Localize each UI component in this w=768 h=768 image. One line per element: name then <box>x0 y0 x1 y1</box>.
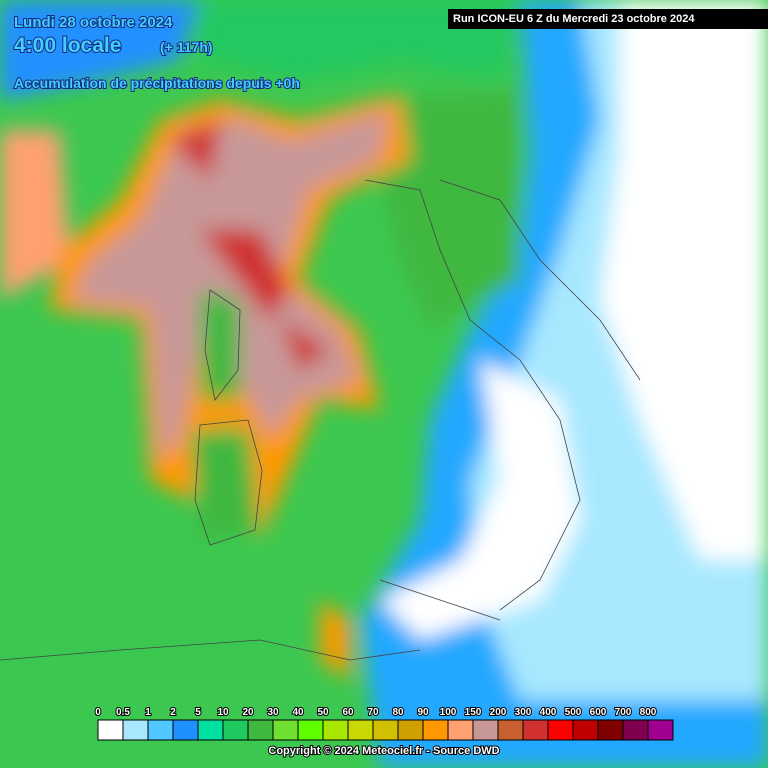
legend-swatch <box>522 719 549 741</box>
legend-label: 70 <box>367 707 379 718</box>
legend-label: 60 <box>342 707 354 718</box>
legend-swatch <box>322 719 349 741</box>
legend-label: 80 <box>392 707 404 718</box>
legend-swatch <box>172 719 199 741</box>
legend-label: 30 <box>267 707 279 718</box>
legend-label: 50 <box>317 707 329 718</box>
legend-label: 5 <box>195 707 201 718</box>
legend-swatch <box>122 719 149 741</box>
legend-label: 2 <box>170 707 176 718</box>
legend-swatch <box>472 719 499 741</box>
legend-swatch <box>447 719 474 741</box>
legend-label: 400 <box>540 707 557 718</box>
legend-label: 150 <box>465 707 482 718</box>
run-banner <box>448 9 768 29</box>
legend-swatch <box>422 719 449 741</box>
legend-swatch <box>97 719 124 741</box>
legend-swatch <box>547 719 574 741</box>
legend-label: 600 <box>590 707 607 718</box>
legend-swatch <box>297 719 324 741</box>
legend-label: 0 <box>95 707 101 718</box>
legend-swatch <box>372 719 399 741</box>
legend-label: 90 <box>417 707 429 718</box>
forecast-time: 4:00 locale <box>14 34 121 57</box>
legend-label: 0.5 <box>116 707 130 718</box>
legend-label: 800 <box>640 707 657 718</box>
legend-label: 1 <box>145 707 151 718</box>
legend-swatch <box>597 719 624 741</box>
legend-label: 300 <box>515 707 532 718</box>
legend-label: 700 <box>615 707 632 718</box>
legend-swatch <box>647 719 674 741</box>
legend-swatch <box>397 719 424 741</box>
legend-label: 100 <box>440 707 457 718</box>
legend-swatch <box>622 719 649 741</box>
legend-swatch <box>497 719 524 741</box>
legend-swatch <box>147 719 174 741</box>
legend: 0 0.5 1 2 5 10 20 30 40 50 60 70 80 90 100 150 200 300 400… <box>94 706 674 741</box>
lead-time: (+ 117h) <box>160 39 213 55</box>
legend-swatch <box>247 719 274 741</box>
borders <box>0 179 641 661</box>
legend-label: 200 <box>490 707 507 718</box>
legend-swatch <box>572 719 599 741</box>
legend-label: 20 <box>242 707 254 718</box>
legend-swatch <box>222 719 249 741</box>
legend-label: 500 <box>565 707 582 718</box>
copyright: Copyright © 2024 Meteociel.fr - Source D… <box>268 745 499 757</box>
legend-label: 10 <box>217 707 229 718</box>
legend-swatch <box>347 719 374 741</box>
legend-label: 40 <box>292 707 304 718</box>
legend-swatch <box>197 719 224 741</box>
product-title: Accumulation de précipitations depuis +0… <box>14 75 300 91</box>
forecast-date: Lundi 28 octobre 2024 <box>14 14 173 31</box>
run-label: Run ICON-EU 6 Z du Mercredi 23 octobre 2… <box>453 13 695 25</box>
legend-swatch <box>272 719 299 741</box>
